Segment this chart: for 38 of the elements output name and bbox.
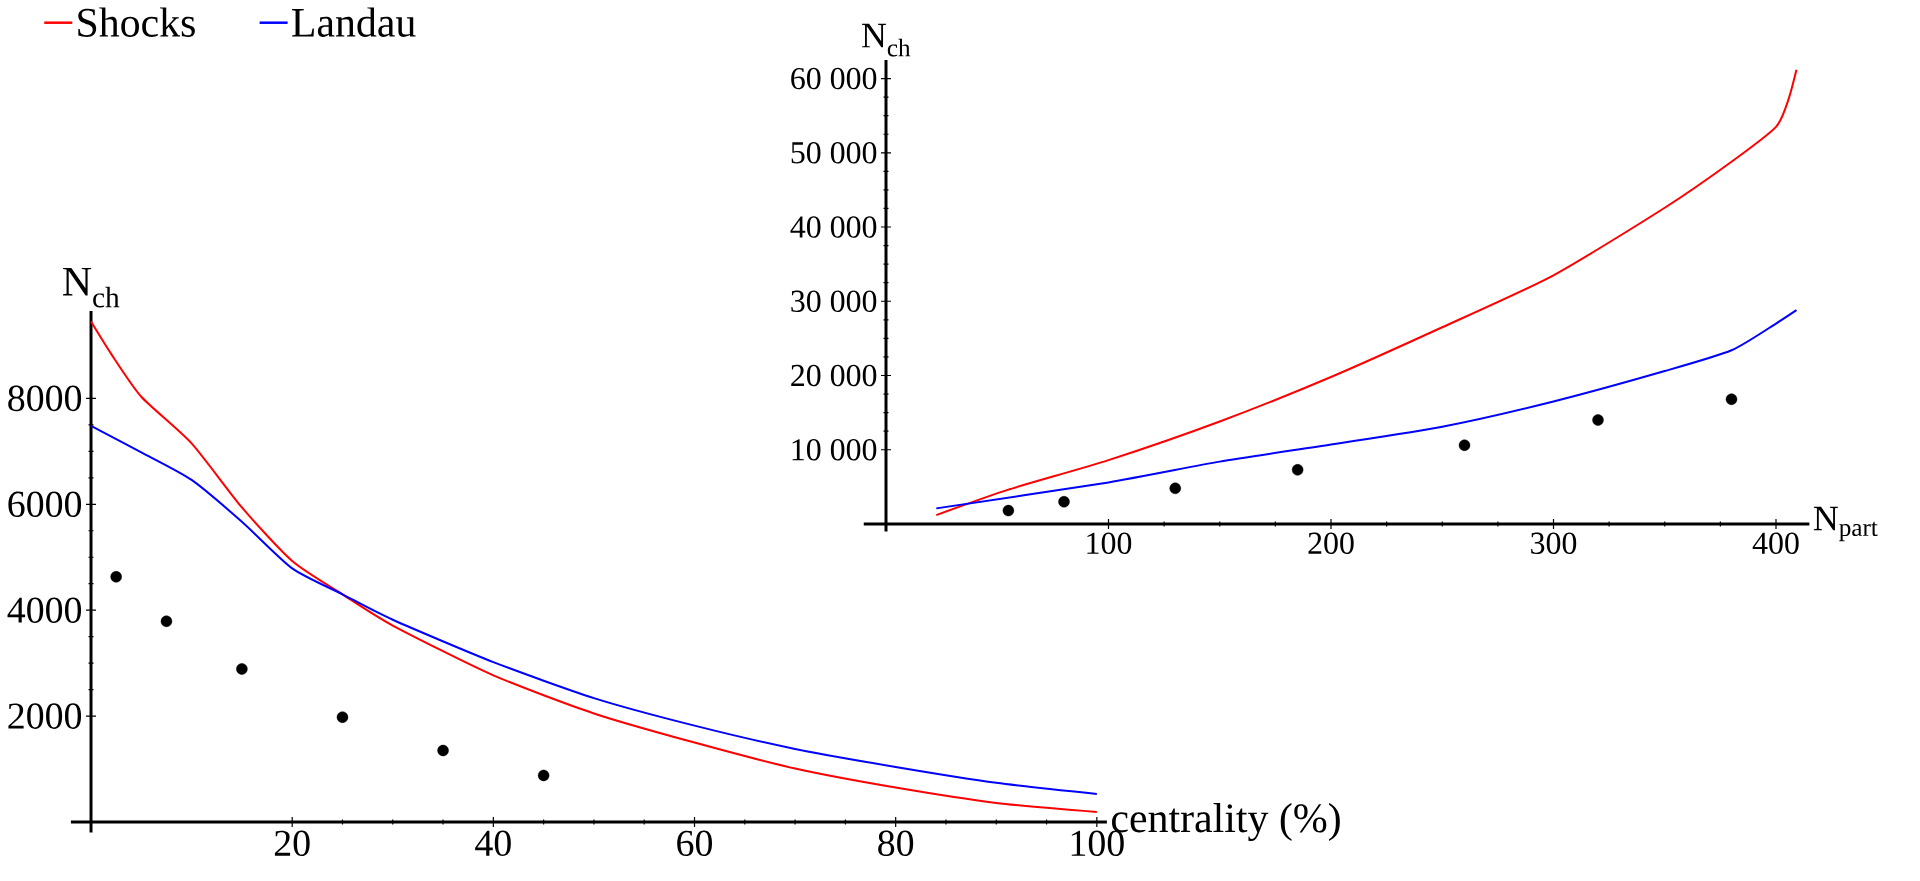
y-tick-label: 2000 (8, 703, 82, 729)
point (1458, 439, 1471, 451)
point (1169, 482, 1181, 495)
point (336, 711, 349, 723)
y-tick-label: 60 000 (791, 67, 877, 90)
y-tick-label: 6000 (8, 491, 82, 518)
point (236, 663, 248, 675)
point (110, 571, 122, 583)
x-tick-label: 60 (677, 830, 712, 857)
y-tick-label: 4000 (7, 597, 82, 623)
line-series (935, 68, 1798, 517)
x-tick-label: 200 (1308, 532, 1354, 555)
point (1058, 496, 1070, 508)
point (537, 769, 550, 782)
x-tick-label: 300 (1531, 532, 1577, 555)
y-tick-label: 40 000 (790, 216, 877, 238)
x-tick-label: 20 (274, 830, 310, 857)
x-axis-title: N$_{part}$ (1813, 506, 1878, 542)
line-series (935, 309, 1798, 510)
y-tick-label: 30 000 (791, 290, 877, 313)
legend-label: Landau (292, 7, 416, 37)
legend-label: Shocks (78, 7, 195, 37)
y-axis-title: N$_{ch}$ (63, 268, 120, 308)
point (1002, 504, 1015, 517)
point (1725, 393, 1738, 405)
y-tick-label: 20 000 (791, 364, 877, 387)
y-tick-label: 50 000 (791, 142, 877, 164)
x-tick-label: 400 (1752, 532, 1799, 555)
x-tick-label: 40 (475, 830, 511, 857)
y-tick-label: 10 000 (792, 438, 877, 461)
x-tick-label: 80 (878, 830, 914, 857)
point (1592, 414, 1604, 426)
y-axis-title: N$_{ch}$ (861, 23, 911, 57)
y-tick-label: 8000 (8, 385, 82, 412)
point (437, 744, 449, 757)
point (160, 615, 173, 628)
x-tick-label: 100 (1087, 532, 1132, 555)
point (1291, 464, 1304, 476)
